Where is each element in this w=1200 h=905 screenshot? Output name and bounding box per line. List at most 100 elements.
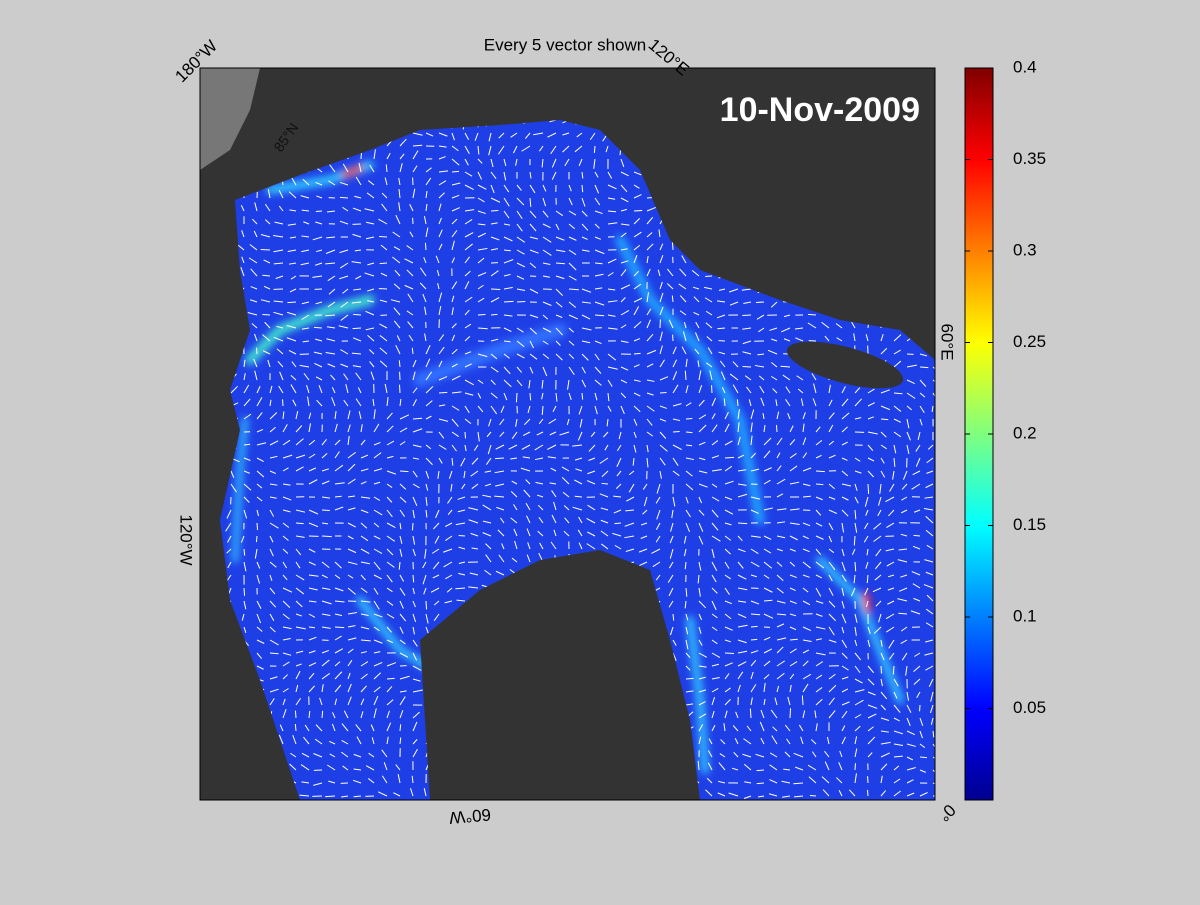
vector <box>353 314 361 315</box>
vector <box>634 210 642 211</box>
vector <box>810 795 816 796</box>
colorbar-tick-label: 0.4 <box>1013 57 1037 76</box>
vector <box>868 484 869 494</box>
vector <box>790 639 798 640</box>
vector <box>325 796 335 797</box>
vector <box>569 289 579 290</box>
vector <box>314 327 322 328</box>
vector <box>400 724 401 731</box>
vector <box>725 457 734 458</box>
vector <box>459 535 465 536</box>
vector <box>322 536 332 537</box>
vector <box>894 393 902 394</box>
vector <box>757 783 764 784</box>
vector <box>751 639 757 640</box>
colorbar-tick-label: 0.15 <box>1013 515 1046 534</box>
vector <box>256 536 257 542</box>
vector <box>322 510 330 511</box>
vector <box>757 770 764 771</box>
vector <box>287 302 296 303</box>
colorbar-tick-label: 0.05 <box>1013 698 1046 717</box>
vector <box>439 392 447 393</box>
colorbar-tick-label: 0.35 <box>1013 149 1046 168</box>
vector <box>335 627 344 628</box>
vector <box>705 276 712 277</box>
vector <box>595 315 604 316</box>
vector <box>802 695 803 705</box>
vector <box>340 197 348 198</box>
vector <box>399 360 400 367</box>
vector <box>816 471 825 472</box>
vector <box>556 263 565 264</box>
vector <box>244 588 245 596</box>
vector <box>602 483 608 484</box>
vector <box>685 371 686 380</box>
vector <box>295 711 296 718</box>
lon-label: 0° <box>934 800 959 825</box>
colorbar-tick-label: 0.3 <box>1013 240 1037 259</box>
vector <box>316 211 322 212</box>
vector <box>855 562 856 571</box>
vector <box>737 399 738 406</box>
vector <box>790 708 791 718</box>
vector <box>920 757 927 758</box>
vector <box>413 575 414 582</box>
vector <box>465 432 466 438</box>
vector <box>686 678 694 679</box>
vector <box>615 523 621 524</box>
colorbar-tick-label: 0.25 <box>1013 332 1046 351</box>
vector <box>808 314 816 315</box>
vector <box>379 236 387 237</box>
map-title: Every 5 vector shown <box>484 35 647 54</box>
vector <box>325 315 335 316</box>
vector <box>672 296 673 302</box>
vector <box>530 393 531 400</box>
vector <box>244 444 250 445</box>
vector <box>244 549 245 556</box>
greenland <box>475 570 645 790</box>
vector <box>426 601 427 609</box>
colorbar-tick-label: 0.1 <box>1013 606 1037 625</box>
vector <box>491 314 497 315</box>
vector <box>686 445 692 446</box>
vector <box>504 301 513 302</box>
vector <box>750 708 751 718</box>
vector <box>491 289 500 290</box>
vector <box>776 425 777 432</box>
vector <box>296 523 304 524</box>
vector <box>742 315 751 316</box>
vector <box>854 536 855 545</box>
colorbar-tick-label: 0.2 <box>1013 423 1037 442</box>
vector <box>387 678 395 679</box>
vector <box>257 523 258 530</box>
vector <box>380 263 387 264</box>
vector <box>594 146 595 153</box>
vector <box>816 484 823 485</box>
vector <box>898 613 907 614</box>
vector <box>582 393 583 400</box>
vector <box>751 626 758 627</box>
vector <box>756 302 764 303</box>
vector <box>295 724 296 731</box>
vector <box>920 367 928 368</box>
vector <box>400 471 408 472</box>
vector <box>881 419 888 420</box>
vector <box>412 348 413 354</box>
vector <box>262 314 270 315</box>
lon-label: 120°W <box>177 514 196 565</box>
vector <box>516 393 517 402</box>
vector <box>495 458 504 459</box>
vector <box>881 666 882 674</box>
lon-label: 60°W <box>448 805 491 828</box>
vector <box>660 392 667 393</box>
vector <box>803 496 811 497</box>
vector <box>452 171 459 172</box>
vector <box>686 432 692 433</box>
vector <box>322 711 323 718</box>
date-label: 10-Nov-2009 <box>720 91 920 129</box>
vector <box>353 328 361 329</box>
vector <box>738 523 747 524</box>
vector <box>634 353 641 354</box>
vector <box>764 600 772 601</box>
